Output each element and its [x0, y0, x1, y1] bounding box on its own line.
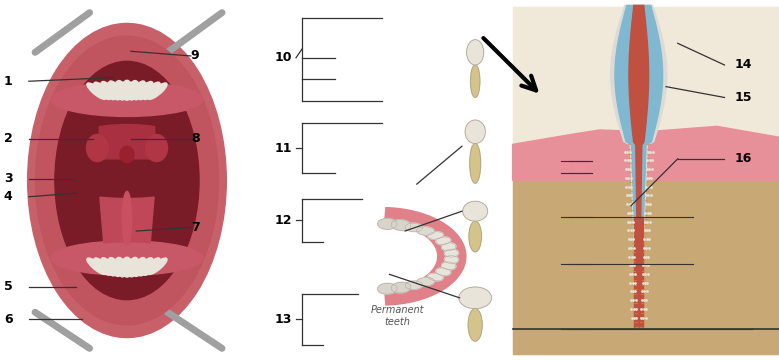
Ellipse shape	[143, 82, 160, 100]
Ellipse shape	[445, 249, 459, 257]
Text: 14: 14	[735, 58, 752, 71]
Ellipse shape	[428, 273, 443, 281]
Polygon shape	[513, 126, 779, 180]
Ellipse shape	[108, 81, 121, 100]
Ellipse shape	[417, 227, 435, 235]
Ellipse shape	[139, 82, 153, 100]
Ellipse shape	[436, 237, 451, 245]
Ellipse shape	[55, 61, 199, 300]
Ellipse shape	[122, 191, 132, 245]
Ellipse shape	[93, 258, 111, 275]
Polygon shape	[615, 5, 663, 327]
Ellipse shape	[36, 36, 218, 325]
Ellipse shape	[391, 282, 411, 293]
Ellipse shape	[148, 83, 167, 99]
Ellipse shape	[405, 223, 423, 232]
Text: 10: 10	[274, 51, 291, 64]
Ellipse shape	[442, 262, 456, 270]
Text: 7: 7	[191, 221, 199, 234]
Text: 13: 13	[274, 313, 291, 326]
Ellipse shape	[93, 82, 111, 100]
Ellipse shape	[128, 257, 139, 277]
Text: 5: 5	[4, 280, 12, 293]
Ellipse shape	[470, 143, 481, 183]
Text: 16: 16	[735, 152, 752, 165]
Text: 4: 4	[4, 190, 12, 203]
Polygon shape	[611, 5, 667, 327]
Text: 12: 12	[274, 214, 291, 227]
Ellipse shape	[378, 218, 397, 229]
Polygon shape	[629, 5, 649, 327]
Ellipse shape	[467, 40, 484, 65]
Ellipse shape	[101, 82, 115, 100]
Ellipse shape	[146, 135, 167, 162]
Polygon shape	[385, 208, 466, 305]
Ellipse shape	[417, 278, 435, 286]
Ellipse shape	[442, 243, 456, 251]
Bar	[513, 7, 779, 354]
Text: 15: 15	[735, 91, 752, 104]
Text: 2: 2	[4, 132, 12, 145]
Ellipse shape	[87, 83, 106, 99]
Ellipse shape	[133, 81, 146, 100]
Ellipse shape	[87, 258, 106, 274]
Polygon shape	[100, 197, 154, 243]
Ellipse shape	[445, 256, 459, 264]
Ellipse shape	[86, 135, 108, 162]
Ellipse shape	[405, 281, 423, 290]
Ellipse shape	[115, 257, 126, 277]
Bar	[513, 173, 779, 354]
Ellipse shape	[51, 82, 203, 117]
Ellipse shape	[436, 268, 451, 275]
Ellipse shape	[378, 283, 397, 294]
Polygon shape	[99, 125, 155, 159]
Ellipse shape	[128, 81, 139, 100]
Text: 1: 1	[4, 75, 12, 88]
Ellipse shape	[469, 221, 481, 252]
Text: Permanent
teeth: Permanent teeth	[371, 305, 424, 327]
Polygon shape	[634, 217, 643, 327]
Ellipse shape	[468, 309, 482, 341]
Ellipse shape	[143, 258, 160, 275]
Ellipse shape	[471, 65, 480, 97]
Ellipse shape	[391, 220, 411, 230]
Ellipse shape	[139, 258, 153, 276]
Ellipse shape	[133, 257, 146, 277]
Text: 11: 11	[274, 142, 291, 155]
Ellipse shape	[28, 23, 227, 338]
Ellipse shape	[122, 80, 132, 100]
Ellipse shape	[101, 258, 115, 276]
Bar	[238, 7, 510, 354]
Text: 6: 6	[4, 313, 12, 326]
Ellipse shape	[122, 257, 132, 277]
Ellipse shape	[120, 147, 134, 162]
Ellipse shape	[108, 257, 121, 277]
Bar	[19, 7, 241, 354]
Ellipse shape	[465, 120, 485, 143]
Text: 8: 8	[191, 132, 199, 145]
Ellipse shape	[428, 232, 443, 239]
Text: 3: 3	[4, 172, 12, 185]
Ellipse shape	[463, 201, 488, 221]
Ellipse shape	[459, 287, 492, 309]
Ellipse shape	[148, 258, 167, 274]
Ellipse shape	[115, 81, 126, 100]
Text: 9: 9	[191, 49, 199, 62]
Ellipse shape	[51, 241, 203, 275]
